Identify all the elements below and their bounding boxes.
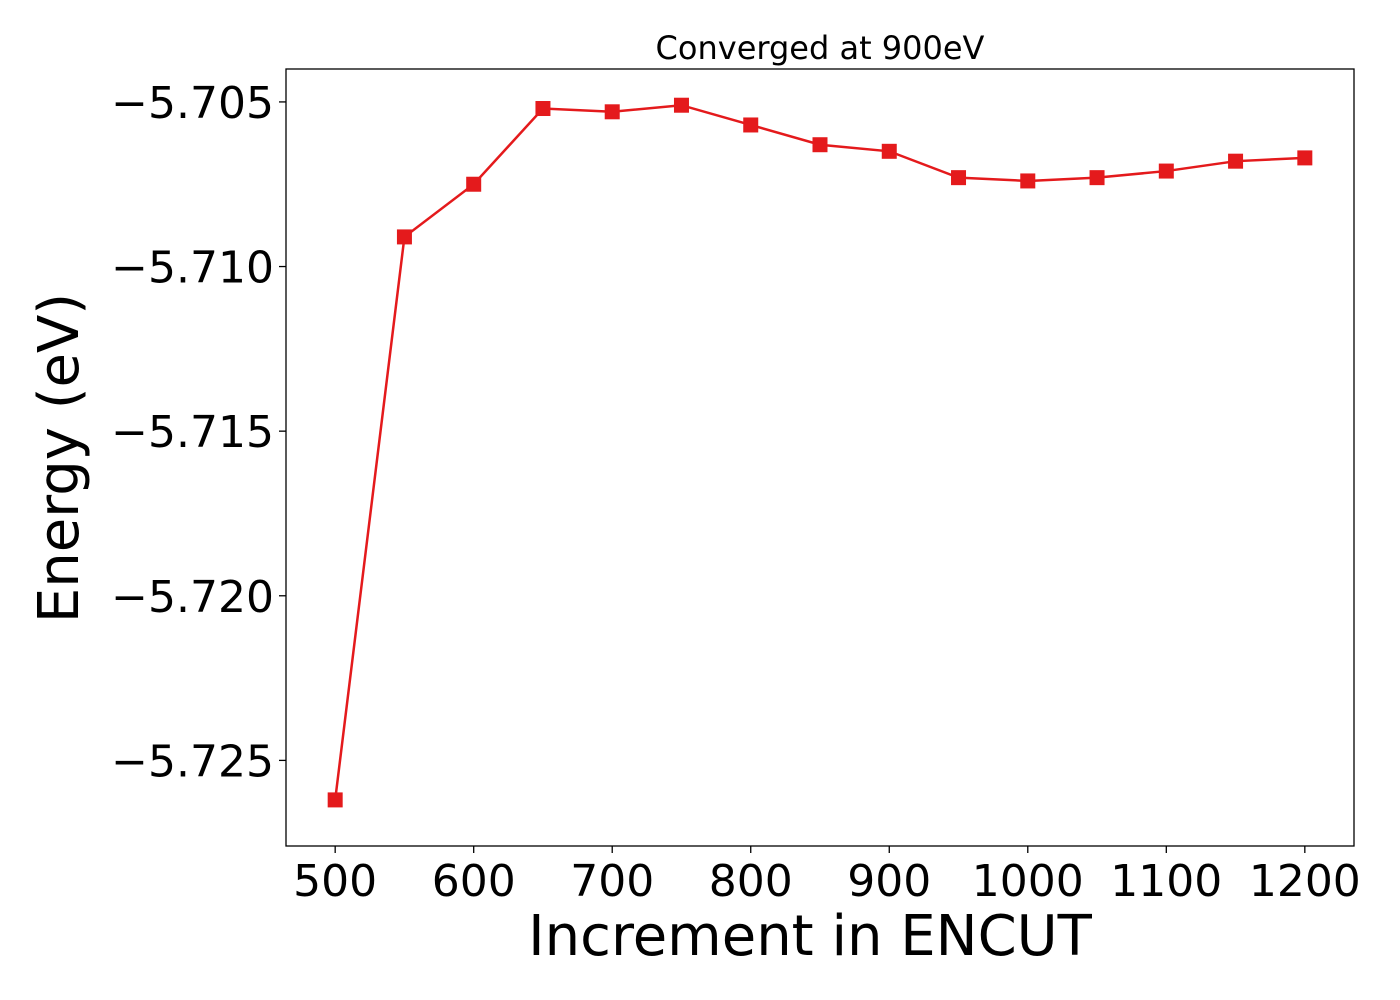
data-point-marker: [1020, 173, 1036, 189]
data-point-marker: [881, 143, 897, 159]
series-layer: [327, 97, 1313, 808]
data-point-marker: [1297, 150, 1313, 166]
data-point-marker: [466, 176, 482, 192]
data-point-marker: [812, 137, 828, 153]
x-tick-label: 800: [709, 856, 793, 907]
data-point-marker: [1158, 163, 1174, 179]
x-axis-label: Increment in ENCUT: [528, 904, 1093, 969]
data-point-marker: [1228, 153, 1244, 169]
chart-title: Converged at 900eV: [656, 29, 985, 67]
data-point-marker: [1089, 170, 1105, 186]
x-tick-label: 1100: [1110, 856, 1222, 907]
data-point-marker: [604, 104, 620, 120]
y-tick-label: −5.720: [111, 572, 274, 623]
x-axis: 500 600 700 800 900 1000 1100 1200: [293, 846, 1361, 907]
series-line: [333, 103, 1305, 801]
x-tick-label: 1000: [972, 856, 1084, 907]
y-tick-label: −5.710: [111, 243, 274, 294]
y-axis: −5.705 −5.710 −5.715 −5.720 −5.725: [111, 78, 286, 787]
y-tick-label: −5.725: [111, 736, 274, 787]
data-point-marker: [673, 97, 689, 113]
y-tick-label: −5.705: [111, 78, 274, 129]
data-point-marker: [951, 170, 967, 186]
data-point-marker: [396, 229, 412, 245]
data-point-marker: [535, 101, 551, 117]
data-point-marker: [743, 117, 759, 133]
x-tick-label: 1200: [1249, 856, 1361, 907]
x-tick-label: 700: [570, 856, 654, 907]
plot-area-frame: [285, 68, 1355, 847]
x-tick-label: 900: [847, 856, 931, 907]
data-point-marker: [327, 792, 343, 808]
x-tick-label: 500: [293, 856, 377, 907]
y-axis-label: Energy (eV): [27, 293, 92, 623]
y-tick-label: −5.715: [111, 407, 274, 458]
x-tick-label: 600: [432, 856, 516, 907]
